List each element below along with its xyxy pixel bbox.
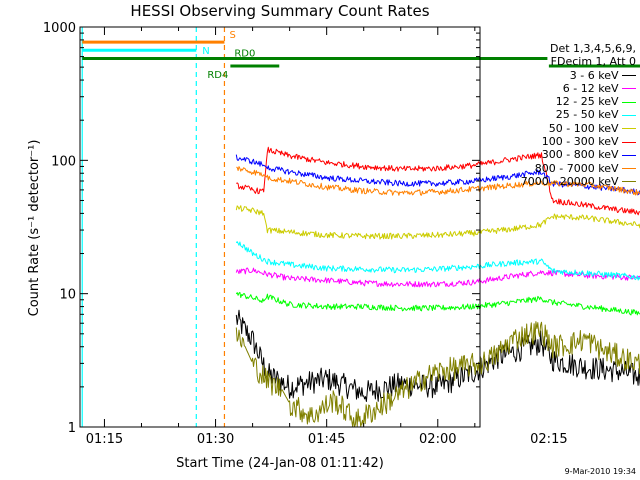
series-line-8	[235, 321, 640, 428]
series-line-5	[236, 146, 640, 216]
legend-swatch	[622, 128, 636, 130]
timestamp: 9-Mar-2010 19:34	[564, 467, 636, 476]
legend-entry-8: 7000 - 20000 keV	[500, 175, 636, 188]
series-line-2	[235, 291, 640, 316]
legend-entry-2: 12 - 25 keV	[500, 95, 636, 108]
y-tick-labels: 1 10 100 1000	[43, 21, 76, 436]
axes	[79, 26, 481, 428]
flag-label-n: N	[202, 46, 209, 57]
vertical-markers	[81, 27, 226, 427]
y-axis-label: Count Rate (s⁻¹ detector⁻¹)	[27, 140, 42, 317]
legend-entry-3: 25 - 50 keV	[500, 108, 636, 121]
legend-swatch	[622, 88, 636, 90]
x-tick-label-4: 02:15	[530, 432, 567, 447]
legend-swatch	[622, 154, 636, 156]
y-tick-label-3: 1000	[43, 21, 76, 36]
flag-label-rd0: RD0	[234, 49, 255, 60]
legend-swatch	[622, 75, 636, 77]
legend-entry-7: 800 - 7000 keV	[500, 162, 636, 175]
x-tick-label-3: 02:00	[419, 432, 456, 447]
legend-swatch	[622, 101, 636, 103]
x-tick-label-0: 01:15	[86, 432, 123, 447]
legend-header-line-1: Det 1,3,4,5,6,9,	[549, 42, 636, 55]
legend-entry-6: 300 - 800 keV	[500, 148, 636, 161]
legend-entry-label: 25 - 50 keV	[555, 108, 622, 122]
series-line-6	[235, 154, 640, 196]
y-tick-label-0: 1	[68, 421, 76, 436]
chart-title: HESSI Observing Summary Count Rates	[130, 2, 429, 20]
plot-frame	[79, 26, 481, 428]
series-line-3	[235, 241, 640, 281]
legend-entries: 3 - 6 keV 6 - 12 keV 12 - 25 keV 25 - 50…	[500, 69, 636, 189]
series-line-4	[235, 205, 640, 240]
legend-entry-label: 6 - 12 keV	[562, 81, 622, 95]
x-tick-label-2: 01:45	[308, 432, 345, 447]
legend-entry-0: 3 - 6 keV	[500, 69, 636, 82]
legend-entry-label: 50 - 100 keV	[548, 121, 622, 135]
legend-entry-4: 50 - 100 keV	[500, 122, 636, 135]
legend-entry-label: 800 - 7000 keV	[534, 161, 622, 175]
y-tick-label-1: 10	[59, 288, 76, 303]
legend-swatch	[622, 141, 636, 143]
x-tick-label-1: 01:30	[197, 432, 234, 447]
legend-entry-label: 300 - 800 keV	[541, 148, 622, 162]
legend-entry-label: 7000 - 20000 keV	[520, 174, 622, 188]
flag-label-s: S	[229, 30, 235, 41]
legend-swatch	[622, 114, 636, 116]
legend-entry-label: 100 - 300 keV	[541, 135, 622, 149]
y-tick-label-2: 100	[51, 154, 76, 169]
legend-entry-label: 3 - 6 keV	[569, 68, 622, 82]
legend-entry-1: 6 - 12 keV	[500, 82, 636, 95]
series-line-1	[235, 267, 640, 288]
legend-header-line-2: FDecim 1, Att 0	[550, 55, 636, 69]
legend-entry-5: 100 - 300 keV	[500, 135, 636, 148]
flag-label-rd4: RD4	[207, 70, 228, 81]
legend-swatch	[622, 168, 636, 170]
legend-swatch	[622, 181, 636, 183]
flag-bars: S N RD0 RD4	[82, 30, 640, 81]
legend-entry-label: 12 - 25 keV	[555, 95, 622, 109]
x-axis-label: Start Time (24-Jan-08 01:11:42)	[176, 456, 384, 471]
series-line-7	[236, 166, 640, 196]
data-series	[235, 146, 640, 428]
legend: Det 1,3,4,5,6,9, FDecim 1, Att 0 3 - 6 k…	[500, 42, 636, 188]
